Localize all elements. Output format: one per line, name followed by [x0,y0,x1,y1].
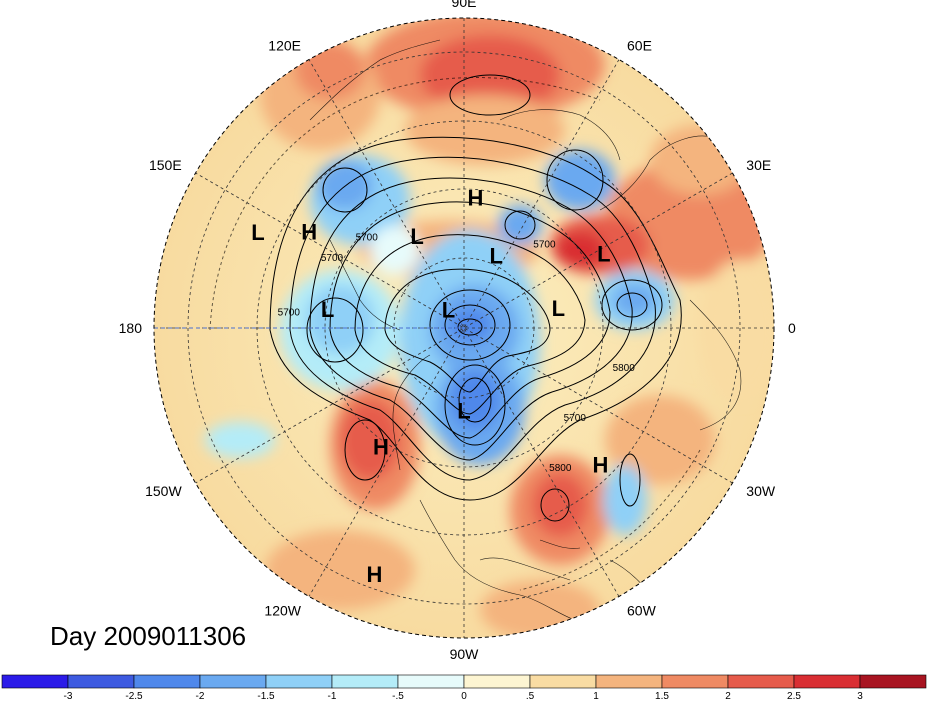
longitude-labels: 90E 60E 30E 0 30W 60W 90W 120W 150W 180 150E 120E [119,0,796,662]
contour-label-3: 5700 [533,240,556,251]
colorbar-label-5: -.5 [392,691,404,702]
high-center-12: H [367,562,383,587]
colorbar-swatch-0 [1,674,69,689]
contour-label-4: 5700 [564,413,587,424]
colorbar-label-9: 1.5 [655,691,669,702]
colorbar-label-3: -1.5 [257,691,275,702]
high-center-0: H [467,186,483,211]
high-center-11: H [592,452,608,477]
height-contours [209,74,701,591]
contour-label-1: 5700 [321,253,344,264]
colorbar-swatch-9 [595,674,663,689]
high-center-10: H [373,435,389,460]
longitude-label-120w: 120W [264,602,301,618]
longitude-label-30w: 30W [746,483,776,499]
contour-value-labels: 5700 5700 5700 5700 5700 5800 5800 [278,232,636,473]
colorbar-swatch-13 [859,674,927,689]
low-center-2: L [489,244,502,269]
colorbar-label-1: -2.5 [125,691,143,702]
map-boundary [153,17,775,639]
low-center-5: L [442,298,455,323]
high-center-8: H [301,219,317,244]
longitude-label-90w: 90W [450,646,480,662]
colorbar-swatch-8 [529,674,597,689]
colorbar-swatch-10 [661,674,729,689]
contour-label-6: 5800 [549,463,572,474]
colorbar-label-10: 2 [725,691,731,702]
colorbar-label-2: -2 [196,691,205,702]
colorbar-label-7: .5 [526,691,535,702]
contour-label-0: 5700 [356,232,379,243]
colorbar-swatch-4 [265,674,333,689]
longitude-label-60e: 60E [627,38,652,54]
map-title: Day 2009011306 [50,621,246,651]
low-center-4: L [552,296,565,321]
low-center-3: L [410,224,423,249]
contour-label-2: 5700 [278,308,301,319]
graticule [154,18,774,638]
colorbar-label-0: -3 [64,691,73,702]
longitude-label-60w: 60W [627,602,657,618]
longitude-label-150e: 150E [149,157,182,173]
colorbar-swatch-2 [133,674,201,689]
colorbar-label-12: 3 [857,691,863,702]
longitude-label-150w: 150W [145,483,182,499]
colorbar-swatch-12 [793,674,861,689]
low-center-1: L [597,242,610,267]
low-center-6: L [321,297,334,322]
colorbar-label-6: 0 [461,691,467,702]
low-center-9: L [457,399,470,424]
colorbar-label-8: 1 [593,691,599,702]
longitude-label-0: 0 [788,320,796,336]
colorbar: -3 -2.5 -2 -1.5 -1 -.5 0 .5 1 1.5 2 2.5 3 [1,674,927,702]
longitude-label-120e: 120E [268,38,301,54]
colorbar-swatch-1 [67,674,135,689]
anomaly-field [154,18,774,638]
colorbar-label-4: -1 [328,691,337,702]
colorbar-swatch-6 [397,674,465,689]
longitude-label-90e: 90E [452,0,477,10]
colorbar-swatch-11 [727,674,795,689]
low-center-7: L [251,220,264,245]
longitude-label-180: 180 [119,320,143,336]
pressure-center-markers: H L L L L L L L H L H H H [251,186,610,587]
colorbar-swatch-3 [199,674,267,689]
colorbar-label-11: 2.5 [787,691,801,702]
colorbar-swatch-5 [331,674,399,689]
longitude-label-30e: 30E [746,157,771,173]
colorbar-swatch-7 [463,674,531,689]
contour-label-5: 5800 [613,363,636,374]
